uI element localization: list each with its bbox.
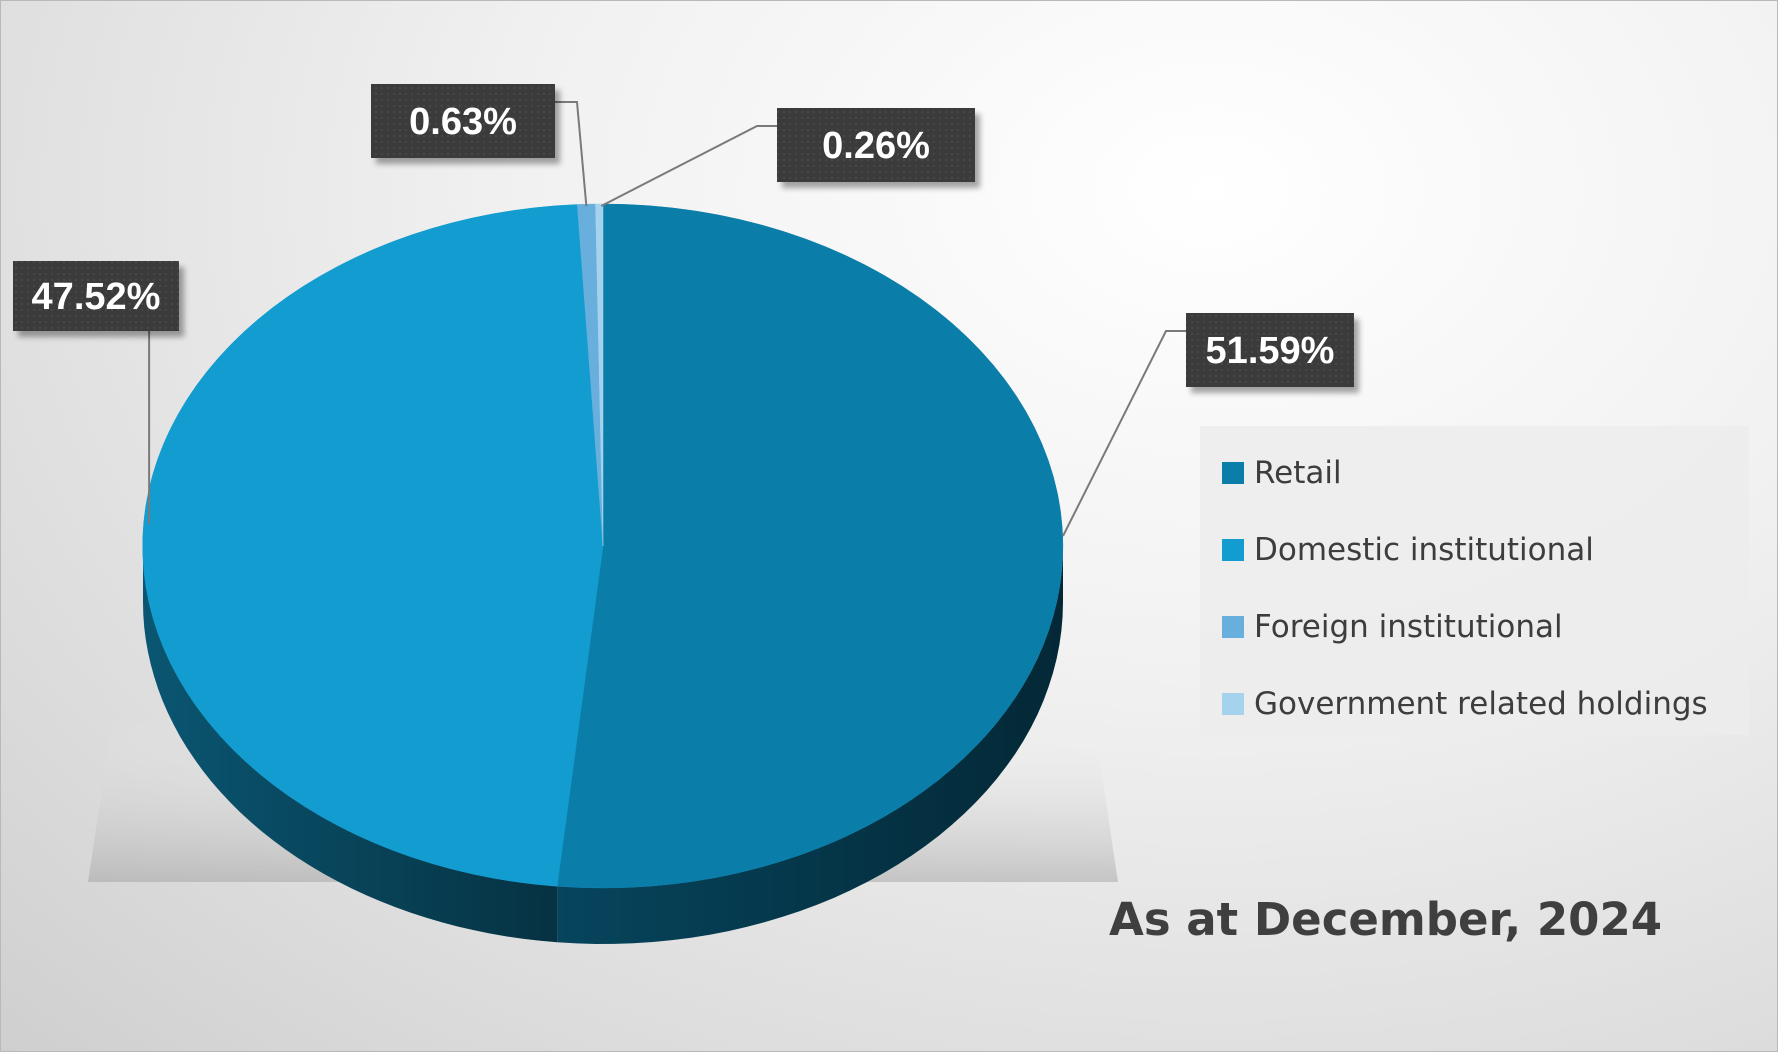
chart-date-note: As at December, 2024 (1109, 893, 1662, 946)
data-label-text: 47.52% (32, 276, 161, 318)
legend-label: Retail (1254, 455, 1342, 491)
legend-swatch (1222, 693, 1244, 715)
data-label-text: 0.26% (822, 125, 930, 167)
legend-label: Government related holdings (1254, 686, 1708, 722)
legend: Retail Domestic institutional Foreign inst… (1200, 426, 1749, 735)
legend-item: Foreign institutional (1222, 609, 1563, 645)
legend-label: Foreign institutional (1254, 609, 1563, 645)
legend-swatch (1222, 462, 1244, 484)
legend-swatch (1222, 616, 1244, 638)
data-label-2: 0.63% (371, 84, 555, 158)
leader-line-0 (1063, 331, 1186, 536)
data-label-text: 0.63% (409, 101, 517, 143)
legend-label: Domestic institutional (1254, 532, 1594, 568)
legend-item: Retail (1222, 455, 1342, 491)
legend-item: Government related holdings (1222, 686, 1708, 722)
pie-slices (143, 204, 1063, 888)
data-label-text: 51.59% (1206, 330, 1335, 372)
legend-item: Domestic institutional (1222, 532, 1594, 568)
data-label-0: 51.59% (1186, 313, 1354, 387)
legend-swatch (1222, 539, 1244, 561)
leader-line-2 (555, 102, 586, 206)
leader-line-3 (601, 126, 777, 206)
data-label-1: 47.52% (13, 261, 179, 331)
data-label-3: 0.26% (777, 108, 975, 182)
